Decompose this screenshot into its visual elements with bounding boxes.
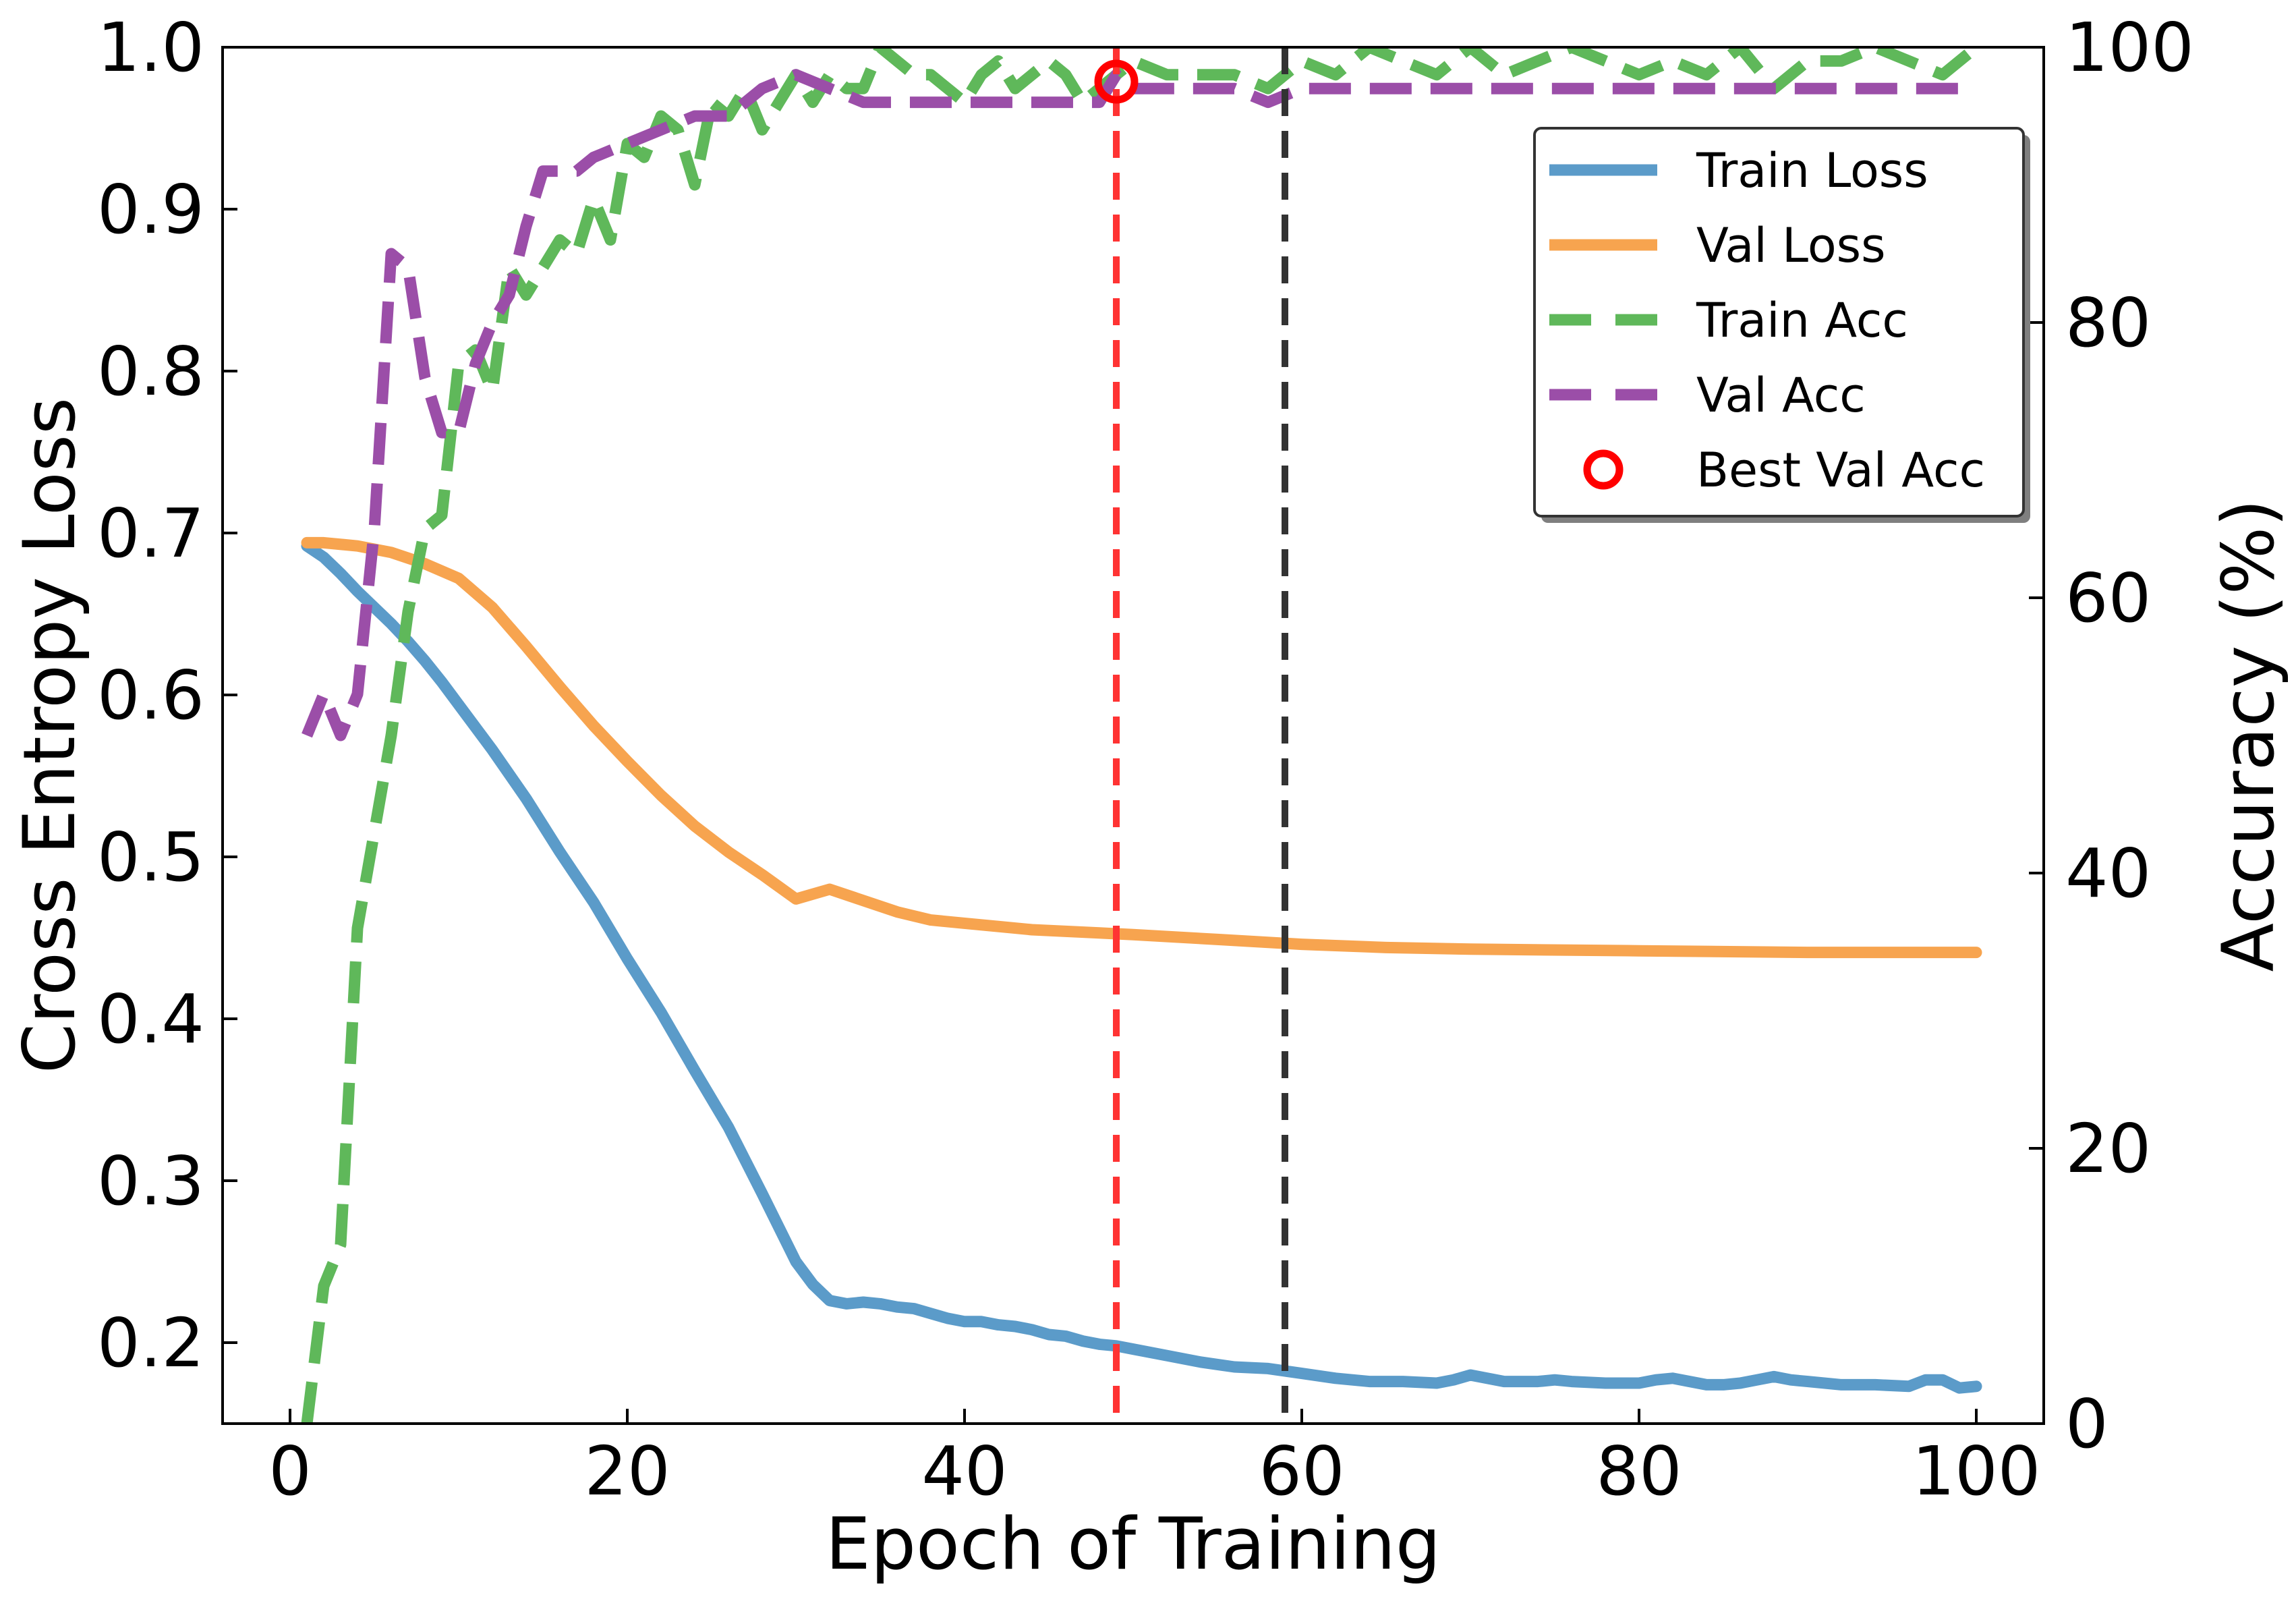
- x-tick-label: 60: [1259, 1432, 1344, 1511]
- y-left-tick-label: 0.9: [97, 170, 204, 249]
- series-group: [301, 47, 1982, 1424]
- x-tick-label: 40: [921, 1432, 1007, 1511]
- x-tick-label: 80: [1596, 1432, 1682, 1511]
- x-axis-title: Epoch of Training: [826, 1503, 1441, 1586]
- y-left-tick-label: 0.6: [97, 656, 204, 735]
- y-axis-title-right: Accuracy (%): [2207, 499, 2290, 972]
- legend-swatch-best-val-acc: [1583, 449, 1624, 490]
- y-right-tick-label: 0: [2065, 1384, 2108, 1463]
- y-left-tick-label: 0.7: [97, 494, 204, 573]
- legend-label-val-acc: Val Acc: [1696, 368, 1866, 423]
- series-train-loss-line: [301, 540, 1982, 1394]
- plot-frame: [221, 46, 2045, 1425]
- x-tick-label: 20: [584, 1432, 670, 1511]
- y-right-tick-label: 60: [2065, 559, 2151, 638]
- x-tick-label: 100: [1912, 1432, 2041, 1511]
- y-left-tick-label: 1.0: [97, 8, 204, 87]
- y-left-tick-label: 0.3: [97, 1142, 204, 1221]
- y-axis-title-left: Cross Entropy Loss: [8, 397, 91, 1073]
- y-left-tick-label: 0.8: [97, 332, 204, 411]
- series-val-loss-line: [301, 536, 1982, 959]
- legend-label-train-acc: Train Acc: [1696, 293, 1908, 348]
- legend-label-val-loss: Val Loss: [1696, 218, 1886, 273]
- y-left-tick-label: 0.4: [97, 980, 204, 1059]
- y-left-tick-label: 0.5: [97, 818, 204, 897]
- x-tick-label: 0: [268, 1432, 312, 1511]
- y-left-tick-label: 0.2: [97, 1304, 204, 1382]
- y-right-tick-label: 40: [2065, 834, 2151, 913]
- legend: Train Loss Val Loss Train Acc Val Acc Best V…: [1533, 127, 2030, 523]
- reference-lines: [1094, 47, 1288, 1424]
- y-right-tick-label: 80: [2065, 283, 2151, 362]
- best-val-acc-marker: [1094, 59, 1139, 104]
- legend-label-best-val-acc: Best Val Acc: [1696, 443, 1985, 498]
- legend-box: [1533, 127, 2025, 517]
- axes-ticks: 0 20 40 60 80 100 0.2 0.3 0.4 0.5 0.6 0.7 0.8 0.9 1.0 0…: [97, 8, 2194, 1511]
- legend-label-train-loss: Train Loss: [1696, 143, 1928, 198]
- series-val-acc-line: [302, 69, 1976, 741]
- y-right-tick-label: 100: [2065, 8, 2194, 87]
- y-right-tick-label: 20: [2065, 1109, 2151, 1188]
